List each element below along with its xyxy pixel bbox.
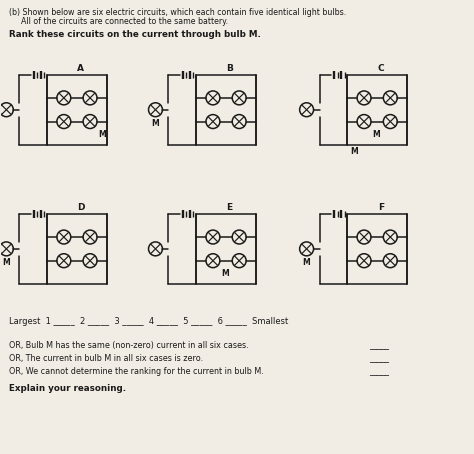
Text: B: B — [226, 64, 233, 73]
Text: M: M — [2, 258, 10, 267]
Text: All of the circuits are connected to the same battery.: All of the circuits are connected to the… — [21, 17, 228, 26]
Text: OR, The current in bulb M in all six cases is zero.: OR, The current in bulb M in all six cas… — [9, 354, 203, 363]
Text: C: C — [377, 64, 384, 73]
Text: M: M — [373, 129, 380, 138]
Text: M: M — [221, 269, 229, 278]
Text: Explain your reasoning.: Explain your reasoning. — [9, 384, 127, 393]
Text: M: M — [99, 129, 106, 138]
Text: M: M — [303, 258, 310, 267]
Text: Rank these circuits on the current through bulb M.: Rank these circuits on the current throu… — [9, 30, 261, 39]
Text: OR, Bulb M has the same (non-zero) current in all six cases.: OR, Bulb M has the same (non-zero) curre… — [9, 341, 249, 350]
Text: OR, We cannot determine the ranking for the current in bulb M.: OR, We cannot determine the ranking for … — [9, 367, 264, 376]
Text: (b) Shown below are six electric circuits, which each contain five identical lig: (b) Shown below are six electric circuit… — [9, 8, 346, 17]
Text: Largest  1 _____  2 _____  3 _____  4 _____  5 _____  6 _____  Smallest: Largest 1 _____ 2 _____ 3 _____ 4 _____ … — [9, 317, 289, 326]
Text: _____: _____ — [369, 367, 389, 376]
Text: F: F — [378, 203, 384, 212]
Text: D: D — [77, 203, 84, 212]
Text: _____: _____ — [369, 354, 389, 363]
Text: E: E — [227, 203, 233, 212]
Text: M: M — [152, 118, 159, 128]
Text: _____: _____ — [369, 341, 389, 350]
Text: M: M — [351, 148, 358, 157]
Text: A: A — [77, 64, 84, 73]
